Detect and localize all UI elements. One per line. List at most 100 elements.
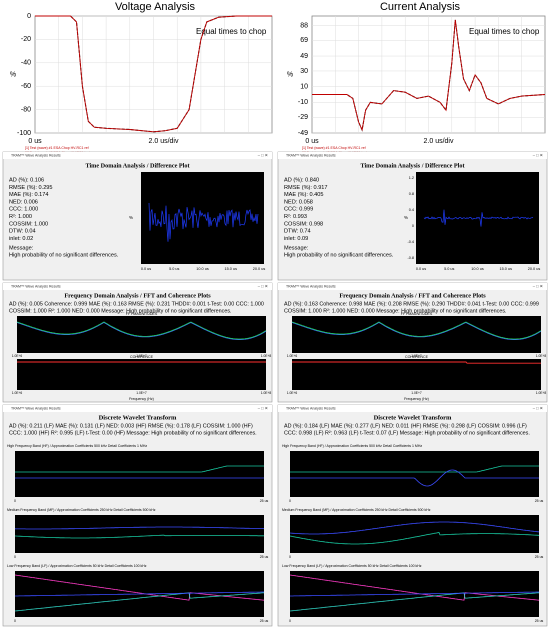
trace bbox=[290, 469, 539, 487]
y-tick-label: 10 bbox=[300, 84, 308, 91]
plot-area bbox=[15, 515, 264, 553]
statistic: RMSE (%): 0.295 bbox=[9, 185, 53, 191]
waveform bbox=[312, 19, 546, 132]
x-tick-label: 5.0 us bbox=[169, 267, 179, 271]
x-div-label: 2.0 us/div bbox=[424, 138, 454, 145]
x-end-label: 25 us bbox=[260, 499, 269, 503]
y-tick-label: 0.8 bbox=[409, 192, 414, 196]
y-tick-label: 49 bbox=[300, 53, 308, 60]
x-start-label: 0 us bbox=[28, 138, 42, 145]
statistic: DTW: 0.74 bbox=[284, 229, 311, 235]
trace bbox=[14, 526, 265, 530]
statistic-line: COSSIM: 1.000 R²: 1.000 NED: 0.000 Messa… bbox=[284, 308, 507, 314]
band-label: Medium Frequency Band (MF) / Approximati… bbox=[282, 508, 431, 512]
y-tick-label: -49 bbox=[298, 130, 308, 137]
window-titlebar bbox=[3, 405, 272, 412]
window-titlebar bbox=[3, 283, 272, 290]
window-controls: – □ ✕ bbox=[258, 284, 268, 289]
x-end-label: 25 us bbox=[535, 499, 544, 503]
annotation: Equal times to chop bbox=[196, 27, 267, 36]
message: High probability of no significant diffe… bbox=[284, 252, 394, 258]
y-tick-label: 69 bbox=[300, 37, 308, 44]
x-start-label: 0 us bbox=[305, 138, 319, 145]
band-label: Low Frequency Band (LF) / Approximation … bbox=[282, 564, 422, 568]
trace bbox=[289, 592, 540, 612]
window-title: TRAM™ Wave Analysis Results bbox=[11, 153, 61, 157]
statistic: inlet: 0.02 bbox=[9, 236, 33, 242]
window-titlebar bbox=[278, 405, 547, 412]
window-controls: – □ ✕ bbox=[533, 406, 543, 411]
x-tick-label: 1.0E+8 bbox=[536, 391, 547, 395]
x-tick-label: 1.0E+6 bbox=[12, 354, 23, 358]
statistic: CCC: 1.000 bbox=[9, 207, 38, 213]
window-controls: – □ ✕ bbox=[533, 284, 543, 289]
y-tick-label: 30 bbox=[300, 68, 308, 75]
statistic: AD (%): 0.106 bbox=[9, 177, 44, 183]
statistic: AD (%): 0.840 bbox=[284, 177, 319, 183]
trace bbox=[423, 209, 534, 227]
window-titlebar bbox=[278, 152, 547, 159]
plot-area bbox=[15, 451, 264, 497]
x-axis-label: Frequency (Hz) bbox=[129, 397, 154, 401]
statistic: COSSIM: 0.998 bbox=[284, 221, 323, 227]
y-unit: % bbox=[10, 71, 16, 78]
statistic: NED: 0.006 bbox=[9, 199, 38, 205]
x-end-label: 25 us bbox=[535, 619, 544, 623]
trace bbox=[290, 465, 539, 473]
statistic-line: AD (%): 0.005 Coherence: 0.999 MAE (%): … bbox=[9, 301, 264, 307]
trace bbox=[291, 322, 542, 340]
y-tick-label: 1.2 bbox=[409, 176, 414, 180]
y-tick-label: -60 bbox=[21, 83, 31, 90]
trace bbox=[15, 465, 264, 473]
y-tick-label: -0.8 bbox=[407, 256, 414, 260]
x-tick-label: 1.0E+8 bbox=[536, 354, 547, 358]
statistic-line: AD (%): 0.163 Coherence: 0.998 MAE (%): … bbox=[284, 301, 539, 307]
y-tick-label: -80 bbox=[21, 106, 31, 113]
trace bbox=[16, 322, 267, 340]
statistic: RMSE (%): 0.917 bbox=[284, 185, 328, 191]
message-label: Message: bbox=[9, 245, 34, 251]
x-tick-label: 1.0E+6 bbox=[287, 354, 298, 358]
statistic: R²: 0.993 bbox=[284, 214, 307, 220]
statistic-line: COSSIM: 1.000 R²: 1.000 NED: 0.000 Messa… bbox=[9, 308, 232, 314]
y-tick-label: 0 bbox=[412, 224, 414, 228]
plot-area bbox=[17, 316, 266, 353]
statistic: CCC: 0.999 bbox=[284, 207, 313, 213]
statistic: R²: 1.000 bbox=[9, 214, 32, 220]
statistic: DTW: 0.04 bbox=[9, 229, 36, 235]
plot-title: Current Analysis bbox=[380, 1, 461, 13]
x-tick-label: 20.0 us bbox=[253, 267, 266, 271]
y-tick-label: 88 bbox=[300, 22, 308, 29]
trace bbox=[291, 321, 542, 340]
window-title: TRAM™ Wave Analysis Results bbox=[11, 406, 61, 410]
plot-area bbox=[290, 451, 539, 497]
y-unit: % bbox=[404, 215, 408, 220]
x-start-label: 0 bbox=[289, 499, 291, 503]
legend-entry: [1] Test (wave) #1 ESA Chop HV-RC1 ref bbox=[25, 146, 89, 150]
x-tick-label: 1.0E+6 bbox=[287, 391, 298, 395]
x-tick-label: 1.0E+8 bbox=[261, 391, 272, 395]
legend-entry: [1] Test (wave) #1 ESA Chop HV-RC1 ref bbox=[302, 146, 366, 150]
y-tick-label: -100 bbox=[17, 130, 31, 137]
x-tick-label: 1.0E+6 bbox=[12, 391, 23, 395]
statistic: COSSIM: 1.000 bbox=[9, 221, 48, 227]
statistic-line: CCC: 0.998 (LF) R²: 0.963 (LF) t-Test: 0… bbox=[284, 430, 530, 436]
statistic: MAE (%): 0.405 bbox=[284, 192, 323, 198]
y-tick-label: 0.4 bbox=[409, 208, 414, 212]
y-tick-label: -20 bbox=[21, 36, 31, 43]
window-titlebar bbox=[278, 283, 547, 290]
statistic: MAE (%): 0.174 bbox=[9, 192, 48, 198]
x-div-label: 2.0 us/div bbox=[149, 138, 179, 145]
x-tick-label: 0.0 us bbox=[141, 267, 151, 271]
plot-area bbox=[292, 359, 541, 390]
y-tick-label: -40 bbox=[21, 60, 31, 67]
heading: Frequency Domain Analysis / FFT and Cohe… bbox=[64, 292, 211, 299]
plot-label: COHERENCE bbox=[405, 355, 429, 359]
statistic-line: AD (%): 0.184 (LF) MAE (%): 0.277 (LF) N… bbox=[284, 423, 527, 429]
window-title: TRAM™ Wave Analysis Results bbox=[286, 284, 336, 288]
x-start-label: 0 bbox=[14, 619, 16, 623]
plot-title: Voltage Analysis bbox=[115, 1, 196, 13]
x-end-label: 25 us bbox=[535, 555, 544, 559]
